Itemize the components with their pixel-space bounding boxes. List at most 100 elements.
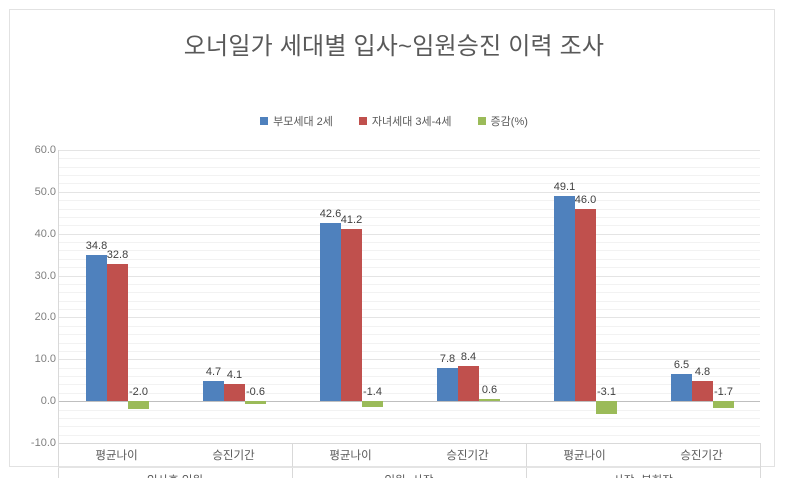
minor-gridline bbox=[59, 300, 760, 302]
major-gridline bbox=[59, 150, 760, 151]
legend-swatch-icon bbox=[260, 117, 269, 125]
bar[interactable] bbox=[554, 195, 575, 402]
bar[interactable] bbox=[458, 365, 479, 402]
y-axis-tick-label: 0.0 bbox=[40, 395, 56, 408]
bar-value-label: 34.8 bbox=[85, 240, 108, 253]
minor-gridline bbox=[59, 183, 760, 185]
bar[interactable] bbox=[437, 368, 458, 402]
bar[interactable] bbox=[86, 255, 107, 402]
bar-value-label: -1.7 bbox=[714, 386, 733, 399]
y-axis-tick-label: 20.0 bbox=[34, 311, 56, 324]
y-axis-tick-labels: 60.0 50.0 40.0 30.0 20.0 10.0 0.0 -10.0 bbox=[0, 144, 760, 449]
minor-gridline bbox=[59, 309, 760, 311]
bar[interactable] bbox=[713, 401, 734, 409]
bar-value-label: 49.1 bbox=[553, 180, 576, 193]
minor-gridline bbox=[59, 417, 760, 419]
bar[interactable] bbox=[479, 398, 500, 402]
bar[interactable] bbox=[203, 381, 224, 402]
major-gridline bbox=[59, 317, 760, 319]
bar-value-label: 0.6 bbox=[481, 383, 498, 396]
category-axis-label: 승진기간 bbox=[446, 450, 489, 462]
minor-gridline bbox=[59, 242, 760, 244]
chart-title: 오너일가 세대별 입사~임원승진 이력 조사 bbox=[183, 33, 605, 60]
y-axis-tick-label: 40.0 bbox=[34, 227, 56, 240]
bar-value-label: -1.4 bbox=[363, 386, 382, 399]
bar[interactable] bbox=[245, 401, 266, 404]
minor-gridline bbox=[59, 325, 760, 327]
bar[interactable] bbox=[320, 222, 341, 402]
y-axis-tick-label: 60.0 bbox=[34, 144, 56, 156]
minor-gridline bbox=[59, 283, 760, 285]
bar[interactable] bbox=[692, 381, 713, 402]
group-axis-label: 입사후 임원 bbox=[147, 472, 203, 478]
bar-value-label: 46.0 bbox=[574, 193, 597, 206]
category-axis-label: 평균나이 bbox=[329, 450, 372, 462]
bar-value-label: 4.1 bbox=[226, 368, 243, 381]
y-axis-tick-label: 50.0 bbox=[34, 185, 56, 198]
major-gridline bbox=[59, 359, 760, 361]
minor-gridline bbox=[59, 426, 760, 428]
bar-value-label: 8.4 bbox=[460, 350, 477, 363]
category-axis-band bbox=[58, 443, 760, 467]
bar-value-label: 4.7 bbox=[205, 366, 222, 379]
minor-gridline bbox=[59, 175, 760, 177]
minor-gridline bbox=[59, 342, 760, 344]
plot-area: 34.8 32.8 -2.0 4.7 4.1 -0.6 42.6 41.2 -1.4 7.8 8.4… bbox=[58, 150, 760, 444]
legend-item[interactable]: 부모세대 2세 bbox=[260, 113, 333, 129]
minor-gridline bbox=[59, 350, 760, 352]
category-axis-label: 승진기간 bbox=[680, 450, 723, 462]
bar[interactable] bbox=[107, 263, 128, 402]
bar-value-label: 7.8 bbox=[439, 353, 456, 366]
bar[interactable] bbox=[224, 383, 245, 402]
legend-label: 부모세대 2세 bbox=[273, 116, 333, 128]
bar-value-label: 4.8 bbox=[694, 366, 711, 379]
legend-swatch-icon bbox=[477, 117, 486, 125]
minor-gridline bbox=[59, 225, 760, 227]
y-axis-tick-label: 10.0 bbox=[34, 353, 56, 366]
major-gridline bbox=[59, 233, 760, 235]
bar[interactable] bbox=[341, 228, 362, 402]
minor-gridline bbox=[59, 409, 760, 411]
minor-gridline bbox=[59, 258, 760, 260]
category-axis-label: 평균나이 bbox=[563, 450, 606, 462]
minor-gridline bbox=[59, 434, 760, 436]
minor-gridline bbox=[59, 216, 760, 218]
axis-edge-line bbox=[58, 443, 59, 478]
bar[interactable] bbox=[575, 208, 596, 402]
legend-label: 증감(%) bbox=[490, 116, 528, 128]
minor-gridline bbox=[59, 292, 760, 294]
minor-gridline bbox=[59, 158, 760, 160]
category-axis-label: 평균나이 bbox=[95, 450, 138, 462]
category-axis: 평균나이 승진기간 평균나이 승진기간 평균나이 승진기간입사후 임원 임원~사장 사장~부회… bbox=[58, 443, 761, 478]
category-axis-label: 승진기간 bbox=[212, 450, 255, 462]
y-axis-tick-label: -10.0 bbox=[30, 437, 56, 449]
legend-swatch-icon bbox=[358, 117, 367, 125]
minor-gridline bbox=[59, 208, 760, 210]
bar[interactable] bbox=[596, 401, 617, 415]
minor-gridline bbox=[59, 250, 760, 252]
minor-gridline bbox=[59, 200, 760, 202]
group-axis-label: 사장~부회장 bbox=[613, 472, 673, 478]
major-gridline bbox=[59, 275, 760, 277]
minor-gridline bbox=[59, 367, 760, 369]
minor-gridline bbox=[59, 166, 760, 168]
bar-value-label: -0.6 bbox=[246, 386, 265, 399]
bar[interactable] bbox=[362, 401, 383, 407]
bar[interactable] bbox=[671, 373, 692, 402]
legend-item[interactable]: 자녀세대 3세-4세 bbox=[358, 113, 452, 129]
zero-axis-line bbox=[59, 401, 760, 403]
legend-item[interactable]: 증감(%) bbox=[477, 113, 528, 129]
major-gridline bbox=[59, 191, 760, 193]
group-separator bbox=[292, 443, 293, 478]
minor-gridline bbox=[59, 267, 760, 269]
minor-gridline bbox=[59, 334, 760, 336]
axis-mid-line bbox=[58, 467, 760, 468]
minor-gridline bbox=[59, 392, 760, 394]
bar-value-label: 42.6 bbox=[319, 207, 342, 220]
bar-value-label: 6.5 bbox=[673, 358, 690, 371]
group-axis-label: 임원~사장 bbox=[384, 472, 433, 478]
legend-label: 자녀세대 3세-4세 bbox=[371, 116, 452, 128]
bar[interactable] bbox=[128, 401, 149, 410]
bar-value-label: -3.1 bbox=[597, 386, 616, 399]
